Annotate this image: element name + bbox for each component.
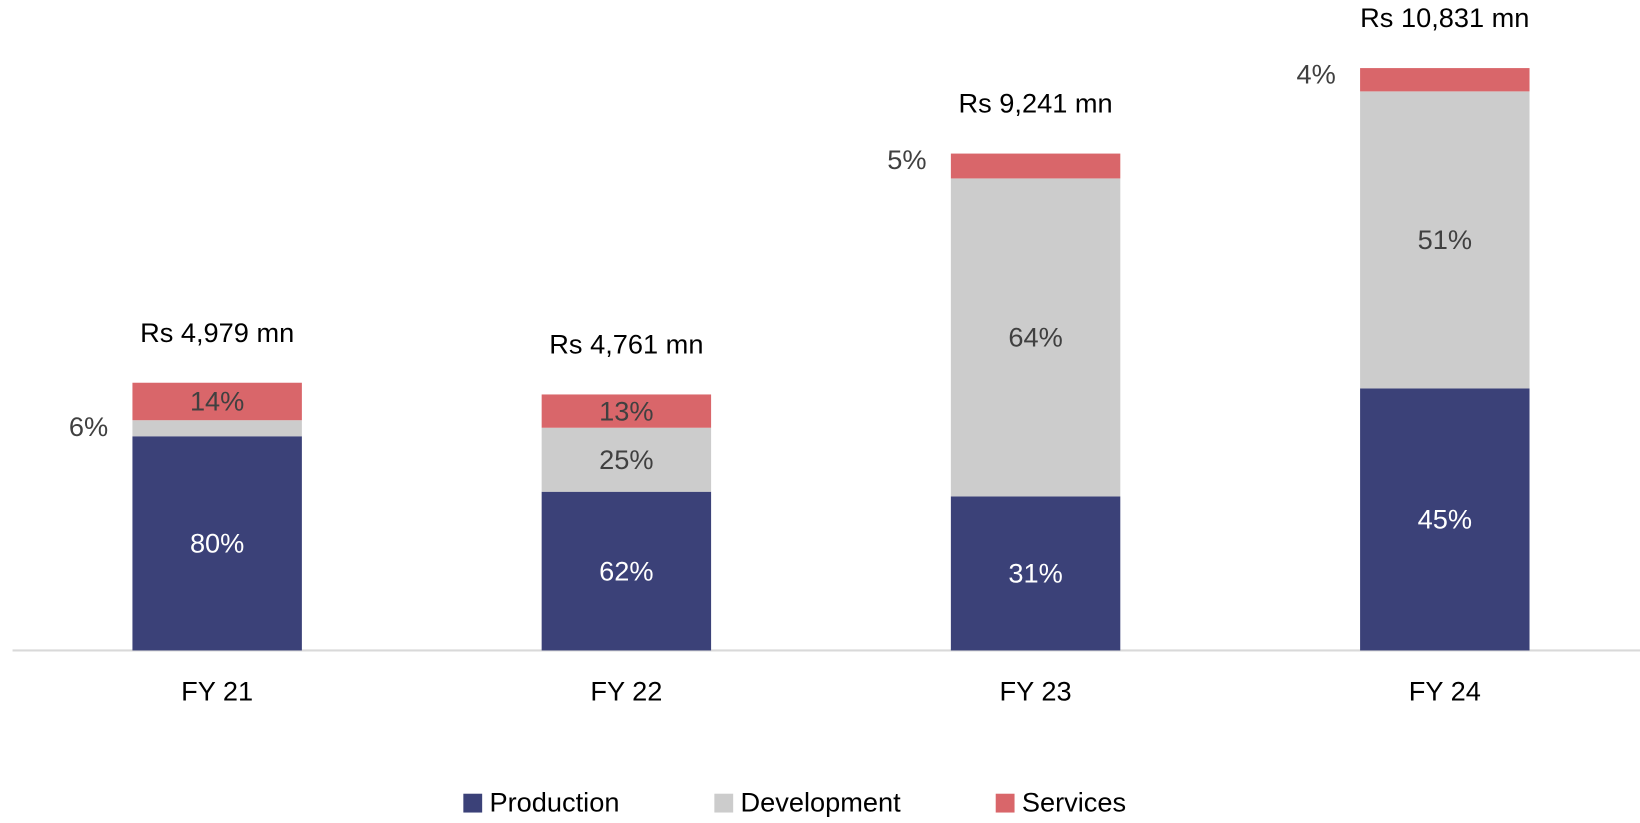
data-label: 13% [599,395,653,426]
bar-segment [950,178,1121,497]
x-tick-label: FY 24 [1409,676,1481,707]
data-label: 80% [190,528,244,559]
data-label: 6% [69,411,108,442]
total-label: Rs 4,979 mn [140,317,294,348]
bar-segment [132,382,302,421]
legend-swatch [463,793,483,813]
total-label: Rs 4,761 mn [549,329,703,360]
data-label: 25% [599,444,653,475]
legend-swatch [995,793,1015,813]
bar-segment [541,394,712,428]
x-tick-label: FY 23 [1000,676,1072,707]
legend-swatch [714,793,734,813]
total-label: Rs 9,241 mn [959,88,1113,119]
bar-segment [1360,91,1530,389]
bar-segment [950,496,1121,651]
bar-segment [950,153,1121,179]
data-label: 64% [1008,322,1062,353]
data-label: 31% [1008,558,1062,589]
data-label: 5% [887,144,926,175]
legend-label: Production [489,786,619,817]
bar-segment [132,420,302,437]
data-label: 4% [1297,59,1336,90]
total-label: Rs 10,831 mn [1360,2,1529,33]
bar-segment [132,436,302,651]
bar-segment [1360,388,1530,651]
legend-label: Development [741,786,902,817]
bar-segment [1360,68,1530,92]
data-label: 51% [1418,224,1472,255]
bar-segment [541,427,712,492]
x-tick-label: FY 21 [181,676,253,707]
data-label: 14% [190,386,244,417]
legend-label: Services [1022,786,1126,817]
data-label: 62% [599,555,653,586]
bar-segment [541,491,712,651]
data-label: 45% [1418,504,1472,535]
x-tick-label: FY 22 [590,676,662,707]
